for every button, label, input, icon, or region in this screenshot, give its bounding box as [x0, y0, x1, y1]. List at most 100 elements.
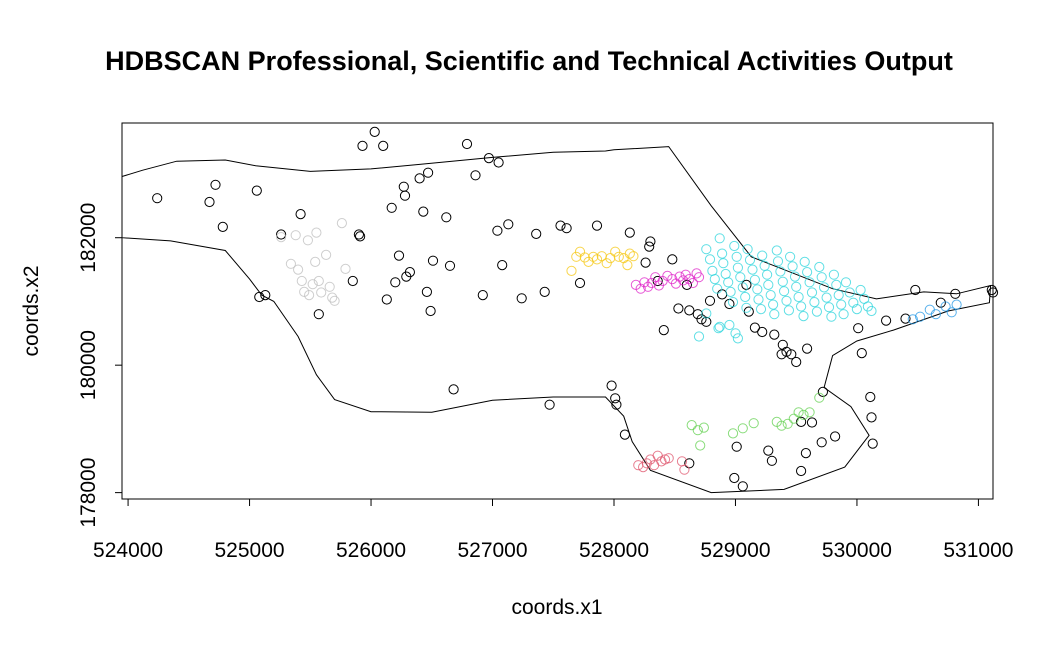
data-point	[381, 294, 392, 305]
data-point	[622, 260, 633, 271]
data-point	[798, 409, 809, 420]
x-axis-title: coords.x1	[511, 596, 602, 619]
data-point	[704, 254, 716, 265]
data-point	[704, 295, 716, 306]
data-point	[624, 248, 635, 259]
data-point	[684, 305, 695, 316]
data-point	[731, 441, 742, 452]
data-point	[613, 251, 624, 262]
data-point	[838, 309, 849, 320]
x-tick-label: 526000	[336, 539, 406, 562]
data-point	[390, 277, 401, 288]
data-point	[741, 279, 752, 290]
data-point	[785, 251, 796, 262]
data-point	[611, 399, 622, 410]
data-point	[806, 287, 818, 298]
data-point	[729, 472, 740, 484]
data-point	[425, 305, 436, 317]
data-point	[930, 309, 942, 320]
data-point	[783, 305, 795, 316]
data-point	[619, 429, 631, 440]
data-point	[816, 272, 827, 283]
data-point	[470, 170, 481, 181]
data-point	[831, 279, 842, 290]
data-point	[591, 220, 603, 231]
data-point	[544, 399, 555, 410]
data-point	[692, 309, 703, 320]
data-point	[698, 422, 710, 433]
data-point	[819, 282, 830, 293]
data-point	[393, 250, 405, 261]
data-point	[204, 196, 215, 208]
data-point	[276, 229, 287, 240]
data-point	[555, 220, 566, 231]
data-point	[986, 284, 997, 296]
data-point	[742, 244, 753, 255]
data-point	[940, 301, 951, 312]
data-point	[723, 277, 734, 288]
data-point	[217, 221, 228, 232]
data-point	[285, 258, 296, 269]
data-point	[821, 292, 832, 303]
data-point	[588, 251, 599, 262]
data-point	[951, 299, 962, 310]
data-point	[693, 272, 705, 283]
data-point	[771, 245, 782, 256]
data-point	[765, 290, 776, 301]
data-point	[900, 313, 911, 324]
data-point	[791, 281, 802, 292]
data-point	[574, 277, 586, 289]
data-point	[695, 440, 706, 451]
data-point	[763, 445, 774, 456]
data-point	[741, 302, 752, 313]
data-point	[856, 348, 867, 359]
data-point	[811, 306, 823, 317]
data-point	[727, 428, 739, 439]
data-point	[853, 323, 864, 334]
data-point	[802, 343, 813, 354]
data-point	[753, 294, 764, 305]
data-point	[851, 304, 863, 315]
data-point	[777, 339, 788, 350]
data-point	[748, 418, 759, 429]
data-point	[735, 272, 746, 283]
data-point	[414, 173, 425, 184]
boundary-layer	[121, 146, 992, 494]
data-point	[678, 275, 689, 286]
data-point	[493, 157, 504, 168]
data-point	[836, 299, 847, 310]
data-point	[646, 277, 657, 289]
data-point	[762, 269, 773, 280]
data-point	[321, 249, 332, 260]
data-point	[804, 407, 815, 418]
data-point	[503, 219, 514, 230]
data-point	[759, 260, 770, 271]
data-point	[398, 181, 409, 192]
data-point	[800, 448, 812, 459]
data-point	[775, 266, 786, 277]
data-point	[766, 455, 778, 466]
data-point	[786, 349, 797, 360]
plot-frame	[121, 122, 994, 500]
data-point	[310, 256, 321, 267]
data-point	[787, 261, 798, 272]
data-point	[357, 140, 368, 151]
data-point	[718, 258, 729, 269]
data-point	[421, 286, 432, 297]
data-point	[404, 267, 415, 278]
x-tick-label: 529000	[700, 539, 770, 562]
data-point	[307, 279, 318, 290]
data-point	[663, 453, 674, 464]
data-point	[601, 258, 612, 269]
data-point	[347, 275, 358, 287]
chart-title: HDBSCAN Professional, Scientific and Tec…	[105, 46, 953, 76]
data-point	[684, 274, 695, 285]
data-point	[302, 235, 313, 246]
data-point	[757, 250, 768, 261]
data-point	[693, 331, 705, 342]
x-tick-label: 525000	[215, 539, 285, 562]
data-point	[311, 227, 322, 238]
data-point	[210, 179, 221, 190]
data-point	[798, 311, 809, 322]
